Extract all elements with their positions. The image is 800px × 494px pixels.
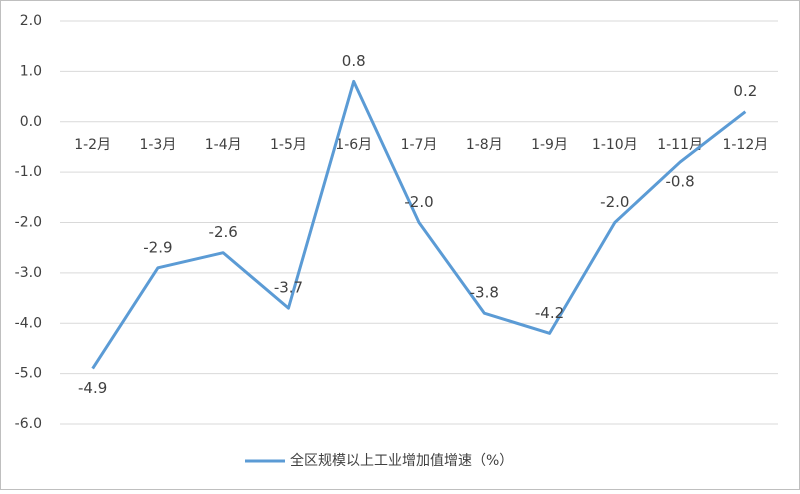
x-tick-label: 1-11月	[657, 137, 703, 153]
y-tick-label: -3.0	[15, 265, 42, 281]
y-tick-label: -6.0	[15, 416, 42, 432]
data-label: -3.7	[274, 279, 303, 297]
x-tick-label: 1-3月	[139, 137, 176, 153]
data-label: -0.8	[665, 173, 694, 191]
data-label: -4.2	[535, 304, 564, 322]
y-tick-label: -2.0	[15, 215, 42, 231]
x-tick-label: 1-6月	[335, 137, 372, 153]
x-tick-label: 1-7月	[401, 137, 438, 153]
y-tick-label: 1.0	[20, 63, 42, 79]
y-tick-label: -1.0	[15, 164, 42, 180]
data-label: -2.0	[404, 193, 433, 211]
data-label: -4.9	[78, 379, 107, 397]
data-label: -2.9	[143, 238, 172, 256]
x-tick-label: 1-2月	[74, 137, 111, 153]
x-tick-label: 1-9月	[531, 137, 568, 153]
data-label: 0.2	[733, 82, 757, 100]
y-tick-label: -5.0	[15, 366, 42, 382]
series-line	[91, 79, 747, 370]
data-label: -3.8	[470, 284, 499, 302]
data-label: 0.8	[342, 52, 366, 70]
y-tick-label: 0.0	[20, 114, 42, 130]
x-tick-label: 1-12月	[722, 137, 768, 153]
y-tick-label: 2.0	[20, 13, 42, 29]
data-label: -2.6	[209, 223, 238, 241]
x-tick-label: 1-4月	[205, 137, 242, 153]
y-tick-label: -4.0	[15, 315, 42, 331]
x-tick-label: 1-10月	[592, 137, 638, 153]
x-tick-label: 1-5月	[270, 137, 307, 153]
data-label: -2.0	[600, 193, 629, 211]
x-tick-label: 1-8月	[466, 137, 503, 153]
legend-label: 全区规模以上工业增加值增速（%）	[290, 452, 513, 469]
